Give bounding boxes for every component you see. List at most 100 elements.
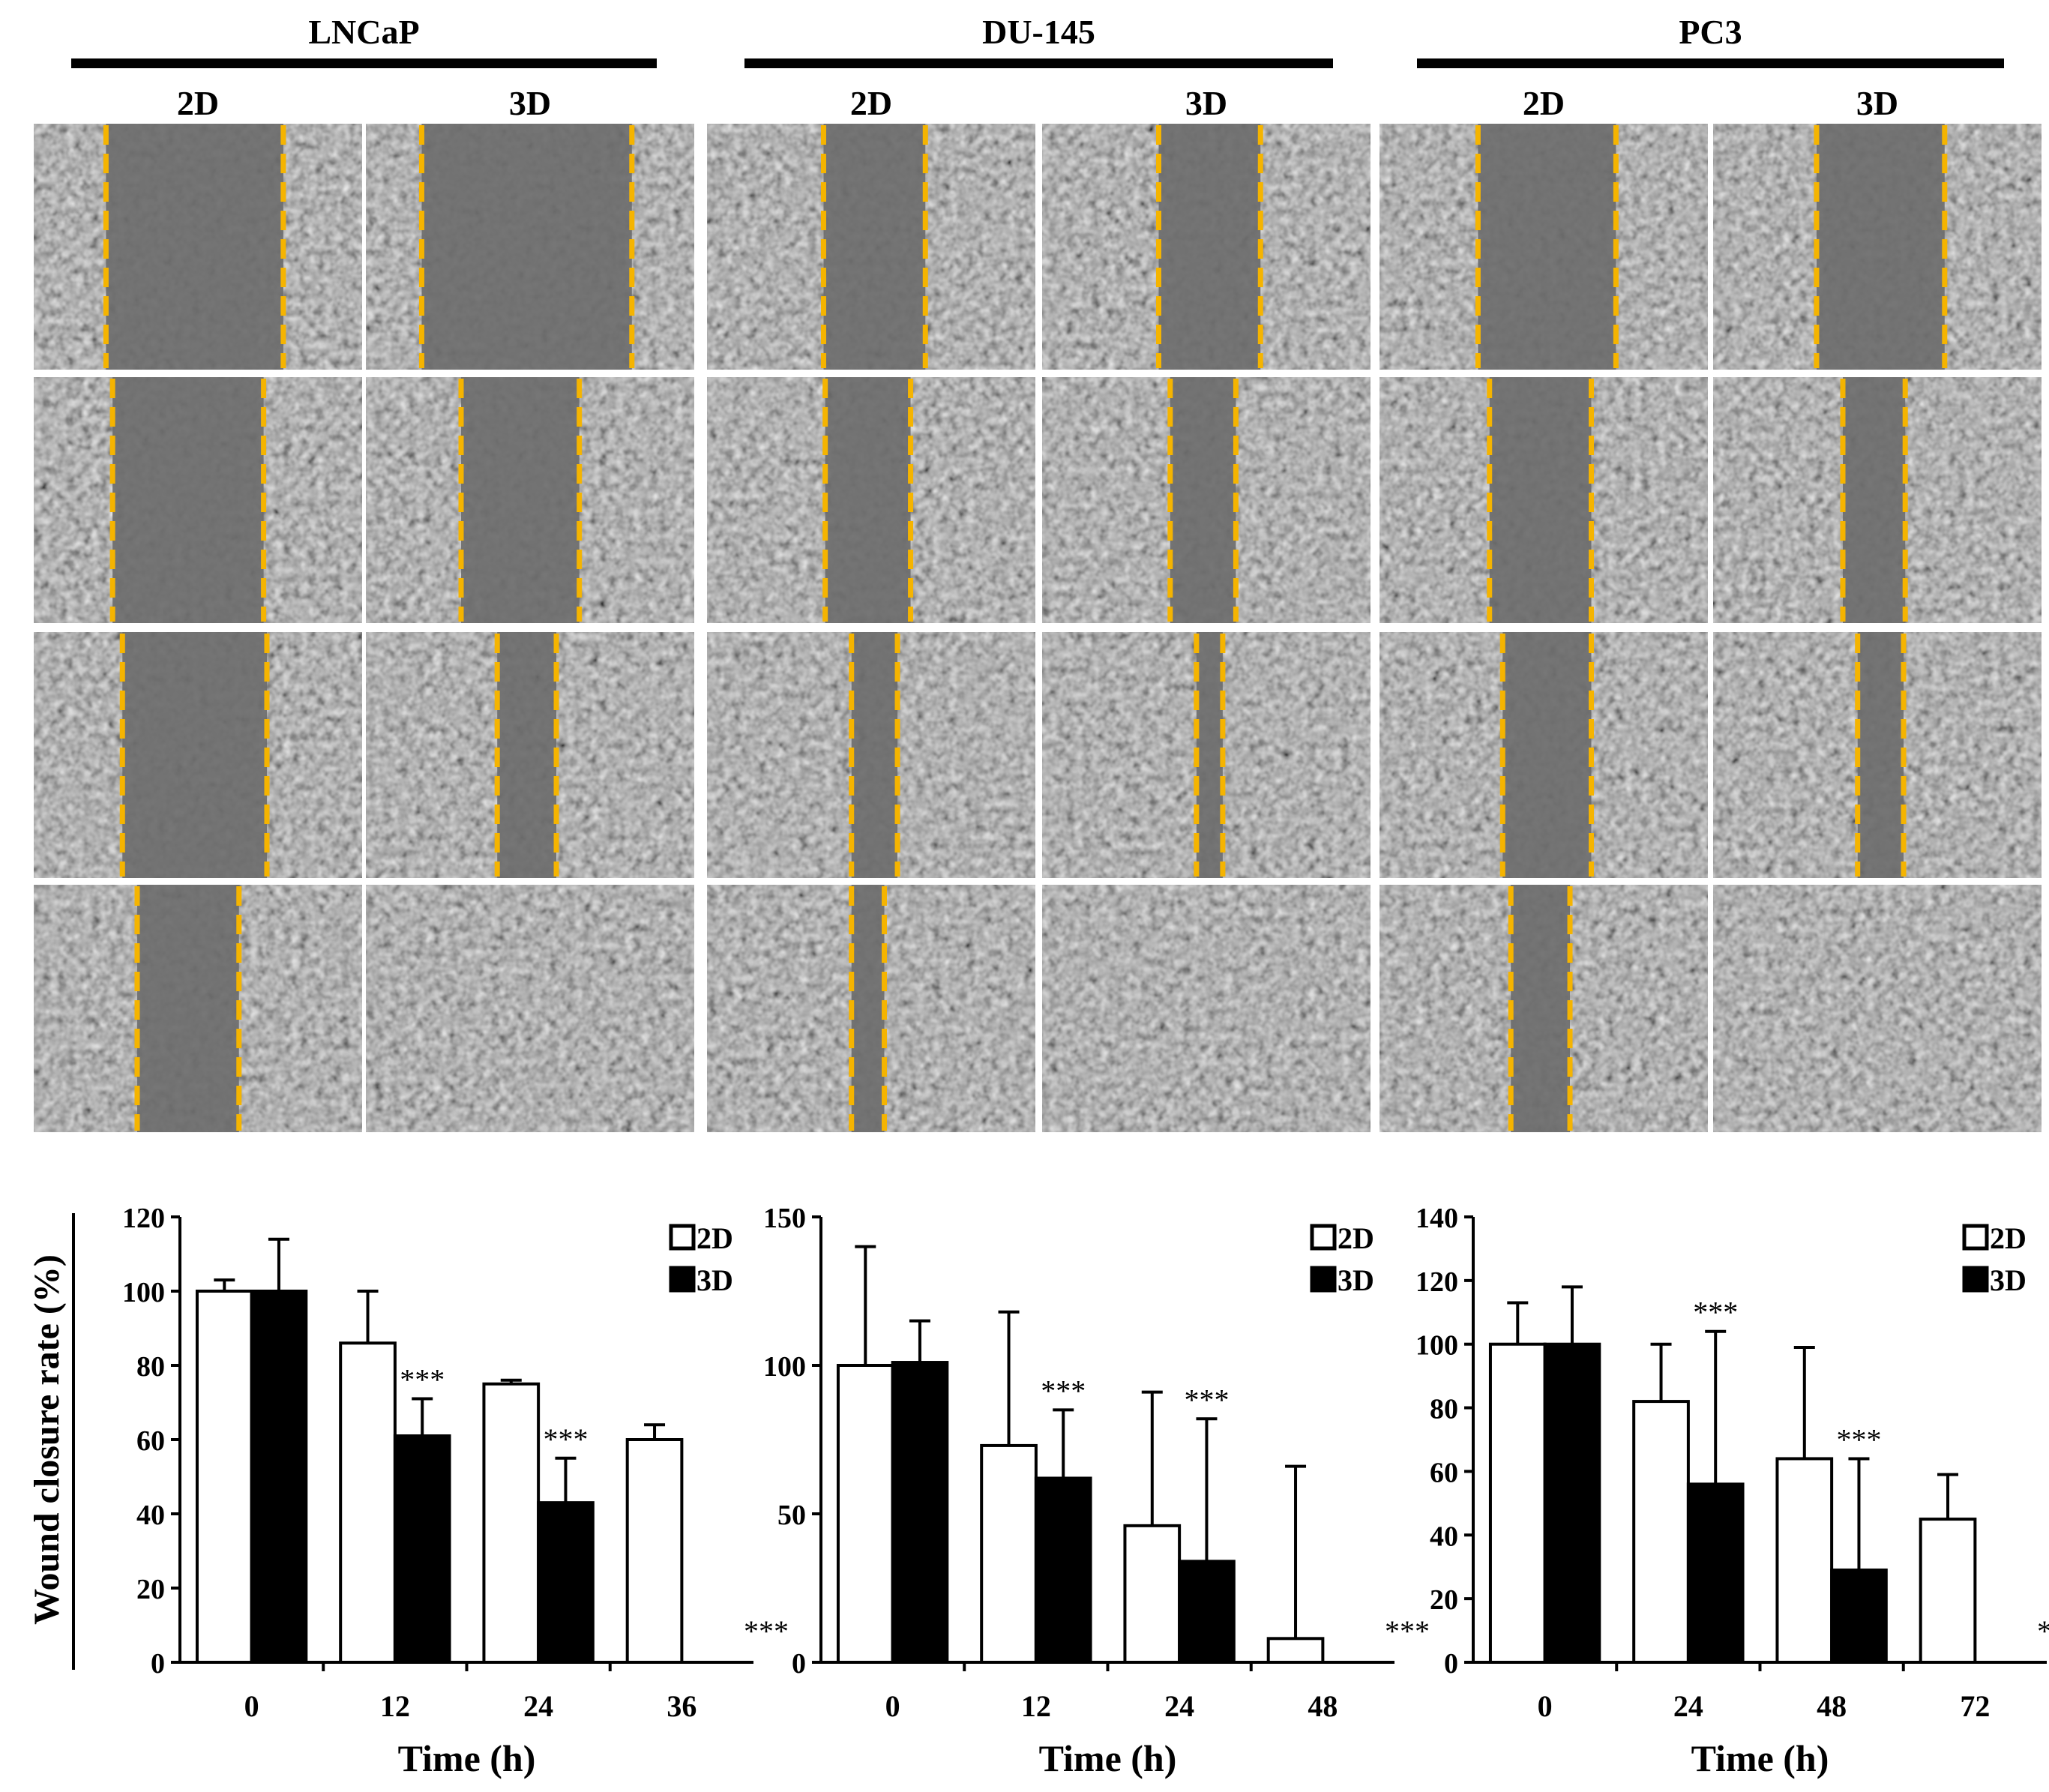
significance-marker: ***	[744, 1614, 789, 1648]
bar-2d-72	[1919, 1518, 1977, 1664]
bar-3d-12	[1034, 1476, 1092, 1664]
x-tick-label: 24	[1164, 1689, 1194, 1723]
cell-line-title-pc3: PC3	[1679, 13, 1742, 51]
x-tick-label: 36	[667, 1689, 696, 1723]
cell-line-bar-lncap	[71, 58, 657, 68]
condition-label: 3D	[1856, 84, 1898, 122]
scratch-wound-area	[1857, 632, 1904, 878]
y-tick-label: 40	[1430, 1521, 1458, 1552]
condition-label: 2D	[850, 84, 892, 122]
y-tick-label: 50	[777, 1500, 806, 1531]
x-tick-label: 12	[1021, 1689, 1051, 1723]
bar-3d-24	[1178, 1560, 1236, 1665]
y-tick-label: 20	[136, 1574, 165, 1605]
chart-du-145: 0 50 100 150 0 *** 12 *** 24 *** 48 Time (h) 2D 3D	[763, 1203, 1430, 1779]
condition-label: 3D	[509, 84, 551, 122]
y-tick-label: 60	[1430, 1457, 1458, 1488]
scratch-wound-area	[497, 632, 557, 878]
y-tick-label: 100	[122, 1277, 165, 1308]
x-tick-label: 12	[380, 1689, 410, 1723]
legend-swatch-2d	[669, 1224, 696, 1251]
bar-2d-0	[836, 1364, 894, 1664]
chart-pc3: 0 20 40 60 80 100 120 140 0 *** 24 *** 48 *** 72 Time (…	[1415, 1203, 2049, 1779]
x-tick-label: 48	[1817, 1689, 1847, 1723]
y-tick-label: 0	[1444, 1648, 1458, 1680]
bar-3d-0	[891, 1361, 949, 1665]
y-tick-label: 80	[136, 1351, 165, 1383]
bar-2d-12	[339, 1341, 397, 1665]
significance-marker: ***	[543, 1422, 588, 1456]
scratch-wound-area	[851, 632, 898, 878]
significance-marker: ***	[400, 1363, 445, 1397]
bar-2d-24	[1632, 1400, 1690, 1664]
legend-swatch-2d	[1310, 1224, 1337, 1251]
bar-3d-0	[250, 1290, 308, 1664]
scratch-wound-area	[1816, 124, 1945, 370]
bar-2d-48	[1775, 1457, 1834, 1664]
legend-label-2d: 2D	[696, 1221, 733, 1255]
micrograph-cell-texture	[366, 885, 694, 1132]
y-tick-label: 20	[1430, 1584, 1458, 1616]
scratch-wound-area	[136, 885, 239, 1132]
significance-marker: ***	[2037, 1614, 2049, 1648]
bar-3d-12	[393, 1434, 451, 1665]
x-axis-label: Time (h)	[398, 1737, 536, 1779]
scratch-wound-area	[1196, 632, 1223, 878]
scratch-wound-area	[825, 377, 911, 623]
x-tick-label: 72	[1960, 1689, 1990, 1723]
y-tick-label: 140	[1415, 1203, 1458, 1234]
scratch-wound-area	[1170, 377, 1236, 623]
chart-lncap: 0 20 40 60 80 100 120 0 *** 12 *** 24 *** 36 Time (h) W…	[27, 1203, 789, 1779]
row-separator	[30, 371, 2047, 376]
scratch-wound-area	[851, 885, 885, 1132]
y-tick-label: 100	[1415, 1330, 1458, 1362]
legend-label-2d: 2D	[1990, 1221, 2027, 1255]
significance-marker: ***	[1836, 1422, 1881, 1456]
condition-label: 2D	[177, 84, 219, 122]
significance-marker: ***	[1693, 1296, 1738, 1329]
y-tick-label: 40	[136, 1500, 165, 1531]
scratch-wound-area	[122, 632, 267, 878]
micrograph-cell-texture	[1713, 885, 2042, 1132]
bar-2d-12	[980, 1443, 1038, 1665]
cell-line-bar-du-145	[744, 58, 1333, 68]
y-tick-label: 0	[792, 1648, 806, 1680]
legend-label-3d: 3D	[1990, 1263, 2027, 1297]
bar-2d-24	[482, 1382, 541, 1664]
bar-3d-0	[1543, 1342, 1601, 1664]
scratch-wound-area	[1489, 377, 1592, 623]
micrograph-panel: LNCaP 2D 3D DU-145 2D 3D PC3 2D 3D	[30, 13, 2047, 1132]
y-tick-label: 120	[1415, 1266, 1458, 1298]
legend-swatch-3d	[1962, 1266, 1989, 1293]
scratch-wound-area	[1511, 885, 1571, 1132]
x-axis-label: Time (h)	[1039, 1737, 1177, 1779]
bar-2d-36	[625, 1438, 684, 1664]
x-tick-label: 48	[1308, 1689, 1338, 1723]
significance-marker: ***	[1385, 1614, 1430, 1648]
bar-2d-48	[1266, 1637, 1325, 1665]
condition-label: 3D	[1185, 84, 1227, 122]
y-tick-label: 100	[763, 1351, 806, 1383]
x-tick-label: 0	[885, 1689, 900, 1723]
x-tick-label: 24	[1673, 1689, 1703, 1723]
y-axis-label: Wound closure rate (%)	[27, 1254, 67, 1625]
scratch-wound-area	[1502, 632, 1592, 878]
x-tick-label: 0	[244, 1689, 259, 1723]
cell-line-title-lncap: LNCaP	[308, 13, 419, 51]
significance-marker: ***	[1184, 1383, 1229, 1416]
y-tick-label: 0	[151, 1648, 165, 1680]
legend-swatch-2d	[1962, 1224, 1989, 1251]
y-tick-label: 120	[122, 1203, 165, 1234]
condition-label: 2D	[1523, 84, 1565, 122]
significance-marker: ***	[1041, 1374, 1086, 1407]
cell-line-bar-pc3	[1417, 58, 2004, 68]
x-axis-label: Time (h)	[1691, 1737, 1829, 1779]
row-separator	[30, 626, 2047, 631]
legend-swatch-3d	[669, 1266, 696, 1293]
legend-label-3d: 3D	[696, 1263, 733, 1297]
legend-label-2d: 2D	[1338, 1221, 1374, 1255]
scratch-wound-area	[823, 124, 926, 370]
bar-2d-0	[195, 1290, 253, 1664]
